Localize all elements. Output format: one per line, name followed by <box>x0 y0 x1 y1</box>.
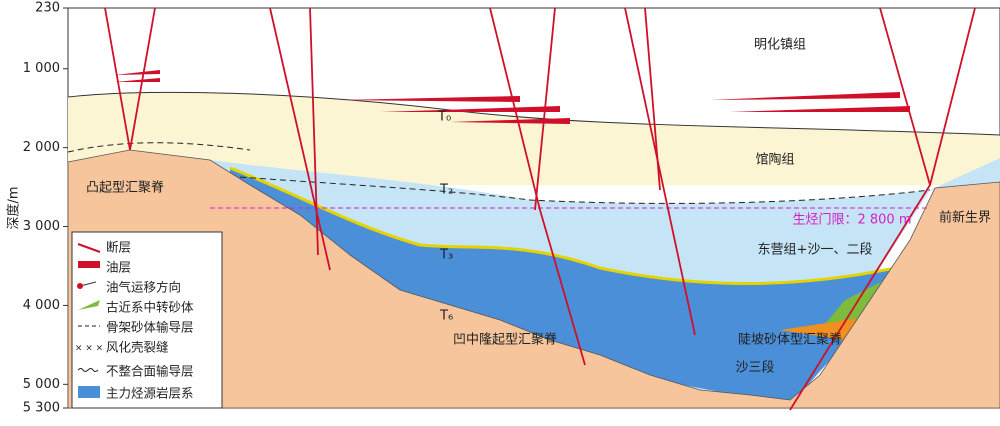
sand-conduit <box>67 142 251 153</box>
horizon-label: T₆ <box>439 309 453 324</box>
oil-layer <box>340 96 520 102</box>
layer-label: 沙三段 <box>735 361 774 376</box>
ridge-label: 凸起型汇聚脊 <box>86 181 164 196</box>
legend-label: 油气运移方向 <box>106 280 181 295</box>
fault <box>489 7 586 366</box>
fault <box>269 7 331 271</box>
legend-symbol <box>77 283 83 289</box>
layer-label: 明化镇组 <box>754 38 806 53</box>
tick-label: 3 000 <box>23 219 60 234</box>
legend-symbol <box>77 368 99 372</box>
guantao-layer <box>68 92 1000 185</box>
legend-label: 骨架砂体输导层 <box>106 320 194 335</box>
tick-label: 5 300 <box>23 401 60 416</box>
fault <box>624 7 696 336</box>
layer-label: 馆陶组 <box>755 152 794 168</box>
basement <box>67 149 1000 409</box>
fault <box>129 7 156 151</box>
tick-label: 230 <box>35 1 60 16</box>
legend-symbol <box>78 261 100 268</box>
legend-label: 不整合面输导层 <box>106 364 194 379</box>
horizon-label: T₀ <box>437 110 451 125</box>
t2-line <box>209 174 931 204</box>
ridge-label: 陡坡砂体型汇聚脊 <box>738 333 842 348</box>
legend-symbol: × × × <box>75 344 103 354</box>
horizon-label: T₂ <box>439 183 453 198</box>
legend-label: 古近系中转砂体 <box>106 300 194 315</box>
threshold-label: 生烃门限：2 800 m <box>792 213 911 228</box>
legend-box <box>71 231 223 409</box>
fault <box>929 7 976 186</box>
ridge-label: 凹中隆起型汇聚脊 <box>453 333 557 348</box>
fault <box>104 7 131 151</box>
legend-symbol <box>78 300 100 310</box>
relay-sand <box>820 280 885 330</box>
skeleton-sand <box>229 166 896 285</box>
legend-label: 断层 <box>106 240 131 255</box>
tick-label: 5 000 <box>23 377 60 392</box>
legend: × × × 断层 油层 油气运移方向 古近系中转砂体 骨架砂体输导层 风化壳裂缝… <box>71 231 223 409</box>
t0-line <box>67 91 1000 136</box>
tick-label: 2 000 <box>23 140 60 155</box>
relay-sand <box>780 318 860 340</box>
oil-layer <box>115 70 160 75</box>
tick-label: 4 000 <box>23 298 60 313</box>
legend-label: 油层 <box>106 260 131 275</box>
oil-layer <box>450 118 570 124</box>
layer-label: 前新生界 <box>939 210 991 226</box>
legend-label: 主力烃源岩层系 <box>106 386 194 401</box>
fault <box>644 7 661 191</box>
faults <box>104 7 976 411</box>
legend-symbol <box>77 243 101 253</box>
layer-label: 东营组+沙一、二段 <box>758 243 873 258</box>
axis-label: 深度/m <box>6 186 22 229</box>
oil-layer <box>730 106 910 112</box>
depth-axis: 230 1 000 2 000 3 000 4 000 5 000 5 300 <box>23 1 68 416</box>
oil-layer <box>115 78 160 82</box>
oil-layer <box>710 92 900 100</box>
fault <box>534 7 556 211</box>
horizon-label: T₃ <box>439 248 453 263</box>
legend-symbol <box>78 386 100 398</box>
tick-label: 1 000 <box>23 61 60 76</box>
legend-label: 风化壳裂缝 <box>106 340 169 355</box>
fault <box>309 7 319 256</box>
